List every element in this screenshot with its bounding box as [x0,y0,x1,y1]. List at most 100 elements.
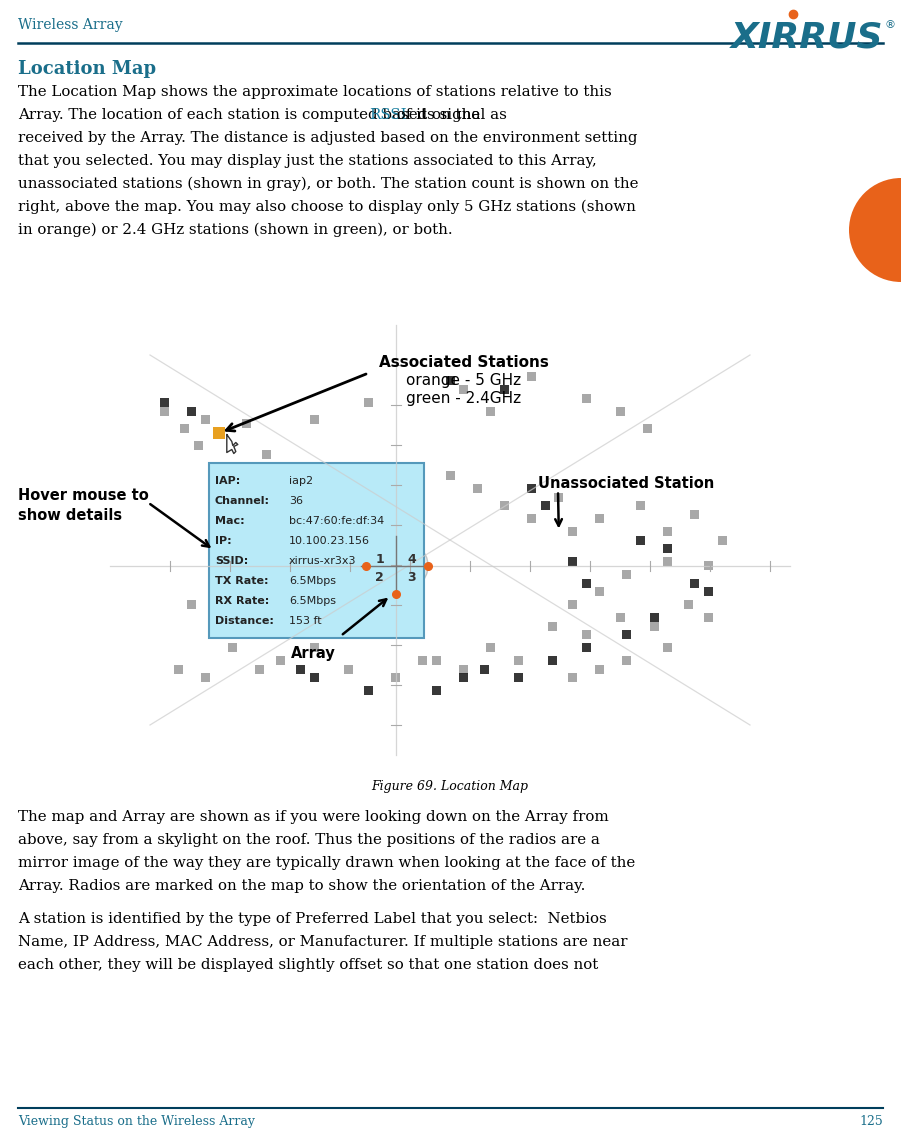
Text: The map and Array are shown as if you were looking down on the Array from: The map and Array are shown as if you we… [18,810,609,824]
Bar [391,673,400,682]
Bar [276,656,285,665]
Text: mirror image of the way they are typically drawn when looking at the face of the: mirror image of the way they are typical… [18,856,635,870]
Bar [636,536,645,545]
Text: above, say from a skylight on the roof. Thus the positions of the radios are a: above, say from a skylight on the roof. … [18,833,600,847]
Bar [690,579,699,588]
Text: Location Map: Location Map [18,60,156,78]
Bar [554,492,563,501]
Bar [241,420,250,429]
Bar [568,526,577,536]
Bar [213,426,225,439]
Bar [568,600,577,609]
Bar [615,407,624,415]
Bar [487,644,496,652]
Bar [581,393,590,402]
Bar [581,644,590,652]
Bar [201,415,210,424]
Bar [207,579,216,588]
Text: each other, they will be displayed slightly offset so that one station does not: each other, they will be displayed sligh… [18,958,598,972]
Bar [479,664,488,673]
Text: bc:47:60:fe:df:34: bc:47:60:fe:df:34 [289,516,384,526]
Text: Channel:: Channel: [214,497,269,506]
Bar [432,656,441,665]
Bar [623,656,632,665]
Bar [581,579,590,588]
Text: of its signal as: of its signal as [392,108,506,122]
Text: Distance:: Distance: [214,616,274,626]
Bar [527,514,536,523]
Bar [159,407,168,415]
Bar [343,664,352,673]
Text: IP:: IP: [214,537,232,547]
Text: RSSI: RSSI [369,108,406,122]
Text: right, above the map. You may also choose to display only 5 GHz stations (shown: right, above the map. You may also choos… [18,200,636,215]
Bar [663,545,672,553]
Bar [364,630,373,639]
Bar [310,673,318,682]
Bar [704,562,713,571]
Bar [663,644,672,652]
Bar [704,613,713,622]
Text: RX Rate:: RX Rate: [214,597,269,606]
Bar [364,686,373,695]
Bar [364,398,373,407]
Bar [623,630,632,639]
Bar [241,613,250,622]
Text: Associated Stations: Associated Stations [378,355,549,370]
Bar [159,398,168,407]
Bar [514,656,523,665]
Bar [194,441,203,450]
Text: orange - 5 GHz: orange - 5 GHz [406,373,521,388]
Bar [174,664,183,673]
Text: iap2: iap2 [289,476,313,487]
Bar [323,613,332,622]
Text: Array. The location of each station is computed based on the: Array. The location of each station is c… [18,108,485,122]
Bar [187,600,196,609]
Text: IAP:: IAP: [214,476,240,487]
Bar [473,484,482,493]
Text: 2: 2 [375,571,384,584]
Bar [650,622,659,631]
Bar [460,673,469,682]
Text: xirrus-xr3x3: xirrus-xr3x3 [289,556,356,566]
Text: 36: 36 [289,497,303,506]
Bar [568,557,577,566]
Text: Wireless Array: Wireless Array [18,18,123,32]
Bar [241,622,250,631]
Text: 3: 3 [407,571,416,584]
Text: 1: 1 [375,554,384,566]
Text: 4: 4 [407,554,416,566]
Text: SSID:: SSID: [214,556,248,566]
Bar [595,514,604,523]
Text: Figure 69. Location Map: Figure 69. Location Map [371,780,529,792]
Bar [432,686,441,695]
Bar [460,385,469,395]
Bar [460,664,469,673]
Bar [568,673,577,682]
Bar [296,664,305,673]
Bar [548,656,557,665]
Text: Mac:: Mac: [214,516,244,526]
Bar [623,570,632,579]
Bar [255,664,264,673]
Bar [487,407,496,415]
Text: in orange) or 2.4 GHz stations (shown in green), or both.: in orange) or 2.4 GHz stations (shown in… [18,223,452,238]
Bar [180,424,189,433]
Bar [201,673,210,682]
Bar [527,372,536,381]
Bar [500,501,509,511]
Text: 153 ft: 153 ft [289,616,322,626]
Bar [704,587,713,596]
Bar [541,501,550,511]
Bar [209,463,423,638]
Text: 10.100.23.156: 10.100.23.156 [289,537,369,547]
Text: that you selected. You may display just the stations associated to this Array,: that you selected. You may display just … [18,153,596,168]
Bar [110,325,790,755]
Text: A station is identified by the type of Preferred Label that you select:  Netbios: A station is identified by the type of P… [18,912,606,926]
Bar [595,664,604,673]
Bar [642,424,651,433]
Text: Hover mouse to: Hover mouse to [18,488,149,503]
Bar [500,385,509,395]
Bar [663,526,672,536]
Bar [650,613,659,622]
